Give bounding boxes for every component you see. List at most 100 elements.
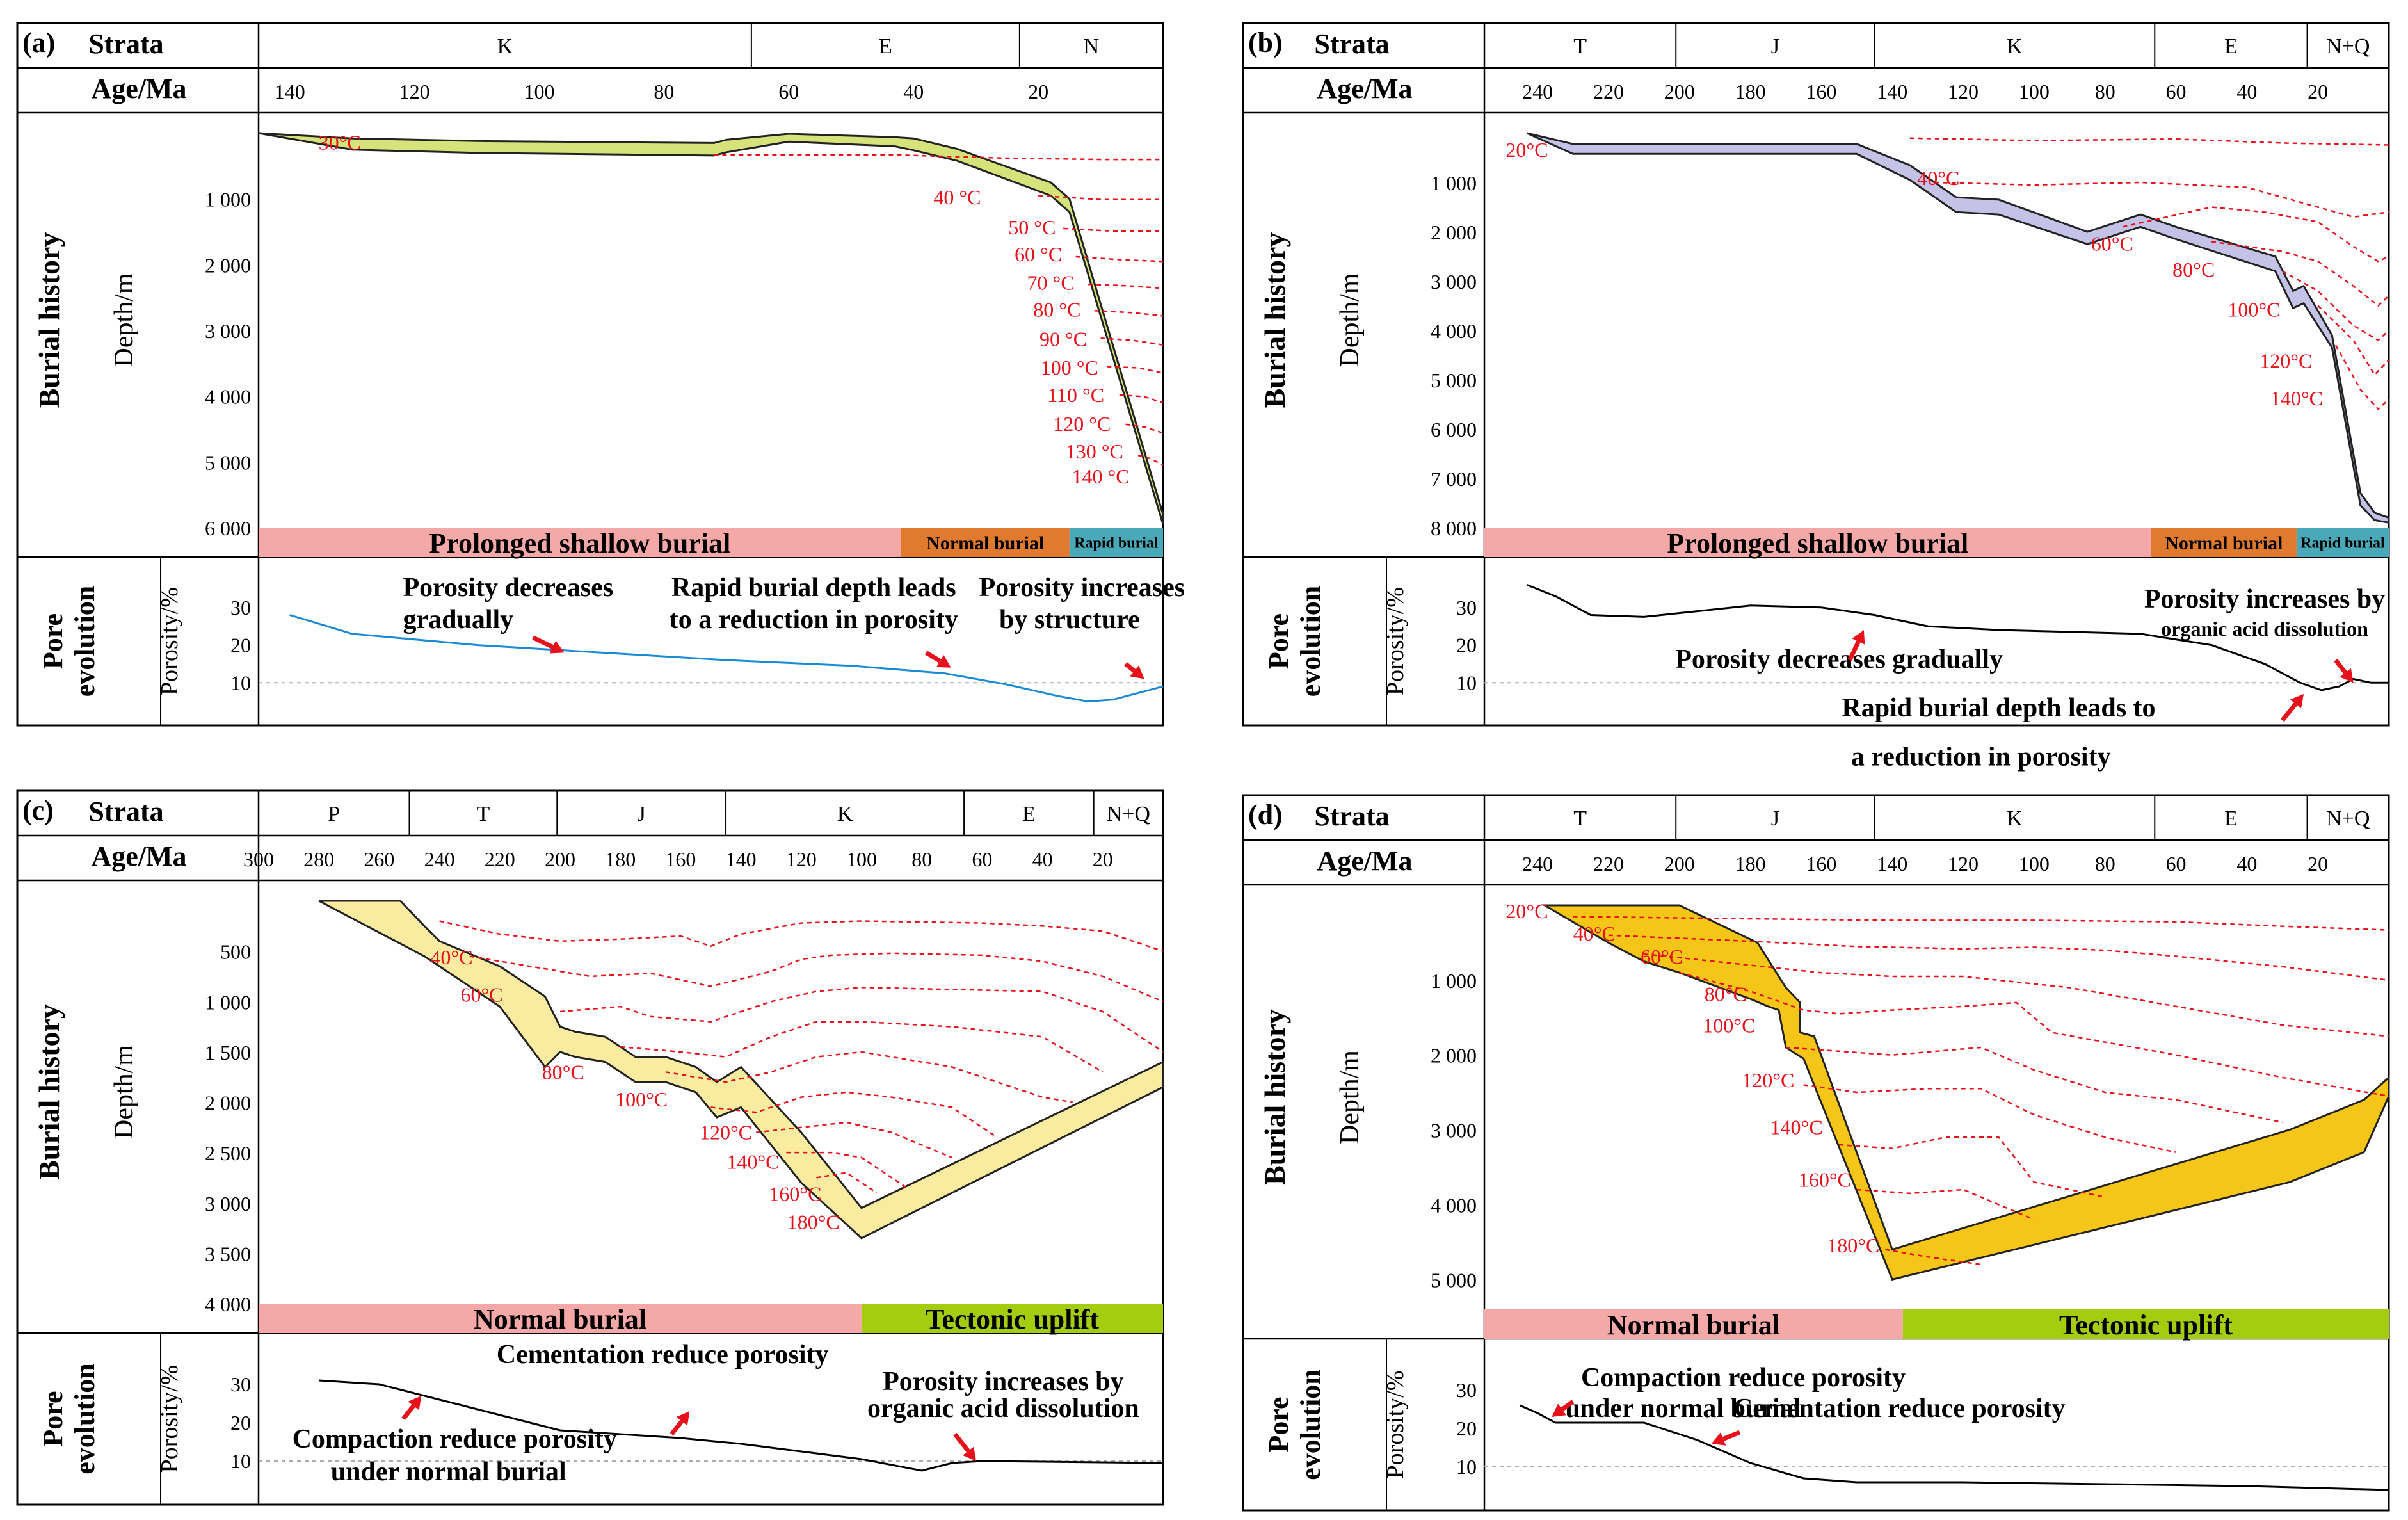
- strata-name: J: [638, 802, 646, 826]
- annotation-arrow-shaft: [953, 1432, 970, 1453]
- phase-label: Normal burial: [1607, 1309, 1780, 1341]
- annotation-arrow-head: [1552, 1403, 1566, 1417]
- panel-b: (b) Strata Age/Ma T J K E N+Q 240 220 200 180 160 140…: [1242, 22, 2390, 772]
- panel-a: (a) Strata Age/Ma K E N 140 120 100 80 60 40 20 Buria…: [16, 22, 1185, 727]
- burial-band: [258, 132, 1164, 525]
- annotation-arrow-shaft: [1124, 662, 1136, 673]
- age-tick-label: 60: [972, 848, 992, 871]
- burial-history-title: Burial history: [1258, 1009, 1291, 1185]
- burial-band: [1541, 904, 2390, 1281]
- age-tick-label: 80: [654, 80, 674, 103]
- isotherm-line: [1094, 309, 1164, 317]
- depth-tick-label: 5 000: [205, 451, 251, 474]
- annotation-arrow-head: [2340, 668, 2354, 683]
- phase-bar: [901, 528, 1070, 557]
- age-tick-label: 120: [1948, 80, 1979, 103]
- pore-title-line1: Pore: [37, 613, 68, 669]
- strata-name: E: [1022, 802, 1036, 826]
- depth-axis-label: Depth/m: [1335, 273, 1365, 367]
- depth-tick-label: 1 000: [1431, 172, 1477, 195]
- age-tick-label: 240: [424, 848, 455, 871]
- depth-tick-label: 2 000: [205, 254, 251, 277]
- strata-name: N+Q: [1107, 802, 1150, 826]
- phase-label: Normal burial: [474, 1304, 646, 1335]
- strata-name: K: [497, 35, 513, 58]
- porosity-tick-label: 10: [1456, 1455, 1477, 1478]
- strata-name: K: [837, 802, 853, 826]
- depth-tick-label: 3 000: [205, 1192, 251, 1215]
- temperature-label: 110 °C: [1047, 384, 1104, 407]
- age-label: Age/Ma: [1317, 845, 1412, 877]
- age-tick-label: 80: [2095, 80, 2115, 103]
- annotation-arrow-shaft: [401, 1404, 415, 1421]
- pore-title-line2: evolution: [1295, 1369, 1326, 1480]
- phase-bar: [259, 1304, 862, 1333]
- age-tick-label: 200: [545, 848, 575, 871]
- annotation-arrow-shaft: [924, 651, 942, 663]
- isotherm-line: [1075, 255, 1164, 263]
- panel-label: (a): [22, 27, 55, 58]
- temperature-label: 140°C: [1770, 1116, 1823, 1139]
- temperature-label: 40°C: [1917, 166, 1959, 190]
- strata-name: K: [2007, 35, 2023, 58]
- temperature-label: 50 °C: [1008, 216, 1056, 239]
- strata-name: K: [2007, 807, 2023, 830]
- age-tick-label: 140: [726, 848, 757, 871]
- depth-axis-label: Depth/m: [1335, 1050, 1365, 1144]
- temperature-label: 40°C: [1573, 922, 1616, 945]
- pore-annotation: Compaction reduce porosity: [1581, 1363, 1906, 1393]
- isotherm-line: [1909, 137, 2389, 146]
- temperature-label: 120°C: [2260, 350, 2312, 373]
- isotherm-line: [1679, 971, 2389, 1097]
- age-tick-label: 140: [1877, 852, 1907, 875]
- annotation-arrow-shaft: [2281, 702, 2298, 722]
- temperature-label: 140°C: [726, 1150, 779, 1173]
- depth-tick-label: 4 000: [1431, 319, 1477, 343]
- pore-title-line1: Pore: [37, 1391, 68, 1446]
- age-tick-label: 80: [2095, 852, 2115, 875]
- panel-frame: [1242, 794, 2390, 1512]
- porosity-axis-label: Porosity/%: [1382, 1371, 1409, 1479]
- age-tick-label: 160: [665, 848, 696, 871]
- temperature-label: 130 °C: [1066, 440, 1123, 463]
- porosity-tick-label: 20: [1456, 634, 1477, 657]
- age-tick-label: 260: [364, 848, 394, 871]
- age-tick-label: 20: [2308, 852, 2328, 875]
- isotherm-line: [786, 1151, 908, 1189]
- annotation-arrow-head: [1130, 665, 1144, 679]
- temperature-label: 120°C: [700, 1121, 752, 1144]
- temperature-label: 100°C: [2227, 298, 2280, 321]
- burial-history-title: Burial history: [33, 232, 65, 408]
- porosity-tick-label: 20: [230, 634, 251, 657]
- strata-name: N: [1084, 35, 1100, 58]
- annotation-arrow-head: [1852, 630, 1865, 645]
- porosity-tick-label: 20: [1456, 1417, 1477, 1440]
- age-tick-label: 100: [2019, 852, 2050, 875]
- depth-tick-label: 1 000: [1431, 969, 1477, 992]
- depth-tick-label: 1 500: [205, 1041, 251, 1064]
- temperature-label: 60 °C: [1015, 243, 1062, 266]
- depth-tick-label: 1 000: [205, 188, 251, 211]
- depth-tick-label: 2 000: [1431, 221, 1477, 244]
- temperature-label: 60°C: [460, 983, 502, 1006]
- phase-bar: [2151, 528, 2297, 557]
- isotherm-line: [1644, 953, 2389, 1037]
- isotherm-line: [2334, 344, 2389, 410]
- annotation-arrow-shaft: [1561, 1400, 1575, 1412]
- pore-annotation: Porosity decreases: [403, 573, 614, 602]
- panel-frame: [16, 789, 1164, 1506]
- depth-tick-label: 3 000: [1431, 270, 1477, 293]
- isotherm-line: [1884, 1249, 1981, 1266]
- annotation-arrow-shaft: [2334, 658, 2347, 674]
- strata-name: N+Q: [2326, 35, 2370, 58]
- pore-annotation: Porosity increases by: [2144, 585, 2385, 614]
- strata-name: T: [477, 802, 490, 826]
- pore-annotation: Cementation reduce porosity: [1733, 1394, 2066, 1423]
- age-tick-label: 100: [2019, 80, 2050, 103]
- pore-annotation: Compaction reduce porosity: [293, 1425, 617, 1454]
- depth-tick-label: 2 000: [1431, 1044, 1477, 1067]
- age-tick-label: 240: [1522, 852, 1553, 875]
- pore-annotation: a reduction in porosity: [1851, 743, 2111, 772]
- temperature-label: 80°C: [542, 1060, 584, 1083]
- pore-annotation: by structure: [999, 605, 1140, 635]
